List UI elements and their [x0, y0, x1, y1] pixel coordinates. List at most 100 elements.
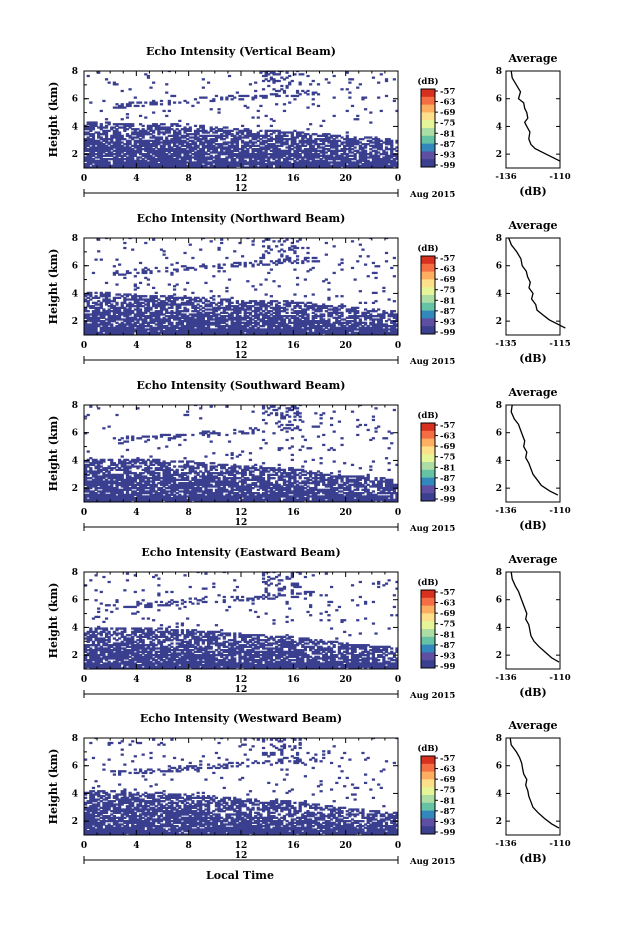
- heatmap-cell: [332, 159, 336, 162]
- heatmap-cell: [136, 325, 140, 328]
- heatmap-cell: [248, 316, 253, 319]
- heatmap-cell: [115, 315, 119, 318]
- heatmap-cell: [230, 161, 234, 164]
- heatmap-cell: [377, 163, 381, 166]
- heatmap-cell: [350, 139, 355, 142]
- heatmap-cell: [186, 310, 190, 313]
- heatmap-cell: [91, 128, 96, 131]
- heatmap-cell: [358, 301, 362, 305]
- heatmap-cell: [301, 331, 305, 334]
- heatmap-cell: [387, 143, 391, 146]
- heatmap-cell: [324, 330, 328, 333]
- heatmap-cell: [298, 328, 302, 331]
- heatmap-cell: [136, 303, 140, 306]
- heatmap-cell: [99, 141, 103, 144]
- heatmap-cell: [193, 315, 198, 318]
- heatmap-cell: [264, 71, 268, 73]
- heatmap-cell: [136, 328, 140, 331]
- heatmap-cell: [358, 331, 362, 334]
- heatmap-cell: [118, 331, 122, 334]
- heatmap-cell: [235, 310, 239, 313]
- heatmap-cell: [183, 151, 187, 154]
- heatmap-cell: [374, 154, 378, 157]
- heatmap-cell: [84, 497, 88, 500]
- heatmap-cell: [306, 151, 310, 154]
- heatmap-cell: [277, 79, 281, 83]
- heatmap-cell: [295, 261, 300, 265]
- heatmap-cell: [89, 141, 93, 144]
- heatmap-cell: [259, 104, 263, 108]
- heatmap-cell: [230, 133, 234, 136]
- heatmap-cell: [162, 123, 166, 126]
- heatmap-cell: [235, 91, 239, 94]
- heatmap-cell: [199, 156, 203, 159]
- heatmap-cell: [84, 295, 88, 298]
- heatmap-cell: [324, 133, 328, 136]
- heatmap-cell: [335, 331, 339, 334]
- heatmap-cell: [264, 163, 268, 166]
- heatmap-cell: [243, 301, 247, 305]
- heatmap-cell: [206, 158, 211, 161]
- heatmap-cell: [251, 153, 255, 156]
- heatmap-cell: [327, 328, 331, 331]
- heatmap-cell: [167, 131, 171, 134]
- heatmap-cell: [209, 126, 213, 129]
- heatmap-cell: [332, 311, 336, 314]
- heatmap-cell: [230, 159, 234, 162]
- heatmap-cell: [227, 313, 232, 316]
- heatmap-cell: [86, 328, 90, 331]
- heatmap-cell: [277, 333, 281, 335]
- heatmap-cell: [369, 331, 373, 334]
- heatmap-cell: [196, 164, 200, 167]
- heatmap-cell: [353, 146, 357, 149]
- heatmap-cell: [222, 148, 226, 151]
- heatmap-cell: [363, 326, 368, 329]
- heatmap-cell: [217, 136, 221, 139]
- heatmap-cell: [165, 330, 169, 333]
- heatmap-cell: [395, 149, 398, 152]
- heatmap-cell: [324, 164, 328, 167]
- heatmap-cell: [392, 163, 396, 166]
- heatmap-cell: [382, 151, 386, 154]
- heatmap-cell: [86, 460, 90, 463]
- heatmap-cell: [199, 298, 203, 301]
- heatmap-cell: [125, 295, 130, 298]
- heatmap-cell: [149, 158, 153, 161]
- heatmap-cell: [162, 320, 166, 323]
- heatmap-cell: [306, 149, 310, 152]
- heatmap-cell: [125, 331, 130, 334]
- heatmap-cell: [282, 320, 287, 323]
- heatmap-cell: [186, 101, 190, 104]
- heatmap-cell: [172, 328, 177, 331]
- heatmap-cell: [314, 313, 318, 316]
- heatmap-cell: [327, 320, 331, 323]
- heatmap-cell: [295, 94, 300, 98]
- heatmap-cell: [316, 326, 321, 329]
- heatmap-cell: [84, 124, 88, 128]
- heatmap-cell: [222, 126, 226, 129]
- heatmap-cell: [183, 156, 187, 159]
- heatmap-cell: [243, 161, 247, 164]
- heatmap-cell: [272, 158, 276, 161]
- heatmap-cell: [138, 144, 143, 147]
- heatmap-cell: [214, 143, 219, 146]
- heatmap-cell: [94, 325, 98, 328]
- heatmap-cell: [306, 166, 310, 168]
- heatmap-cell: [353, 143, 357, 146]
- heatmap-cell: [162, 149, 166, 152]
- heatmap-cell: [241, 161, 245, 164]
- heatmap-cell: [298, 321, 302, 324]
- heatmap-cell: [86, 161, 90, 164]
- heatmap-cell: [201, 146, 205, 149]
- heatmap-cell: [238, 153, 242, 156]
- heatmap-cell: [94, 460, 98, 463]
- heatmap-cell: [243, 154, 247, 157]
- heatmap-cell: [225, 133, 229, 136]
- heatmap-cell: [178, 166, 182, 168]
- heatmap-cell: [94, 123, 98, 126]
- heatmap-cell: [141, 148, 145, 151]
- heatmap-cell: [125, 308, 130, 311]
- heatmap-cell: [306, 143, 310, 146]
- heatmap-cell: [379, 313, 383, 316]
- heatmap-cell: [358, 315, 362, 318]
